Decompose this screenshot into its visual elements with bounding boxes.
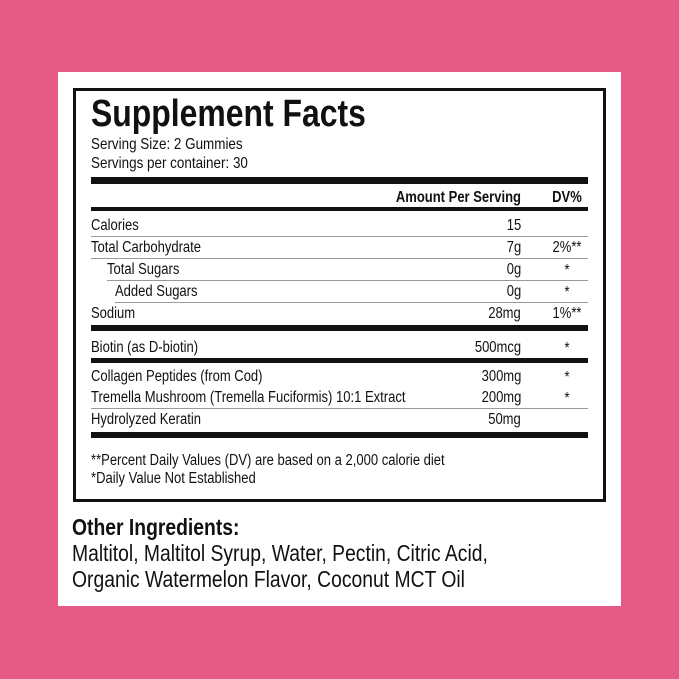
divider <box>91 207 588 211</box>
nutrient-label: Calories <box>91 217 139 234</box>
serving-size: Serving Size: 2 Gummies <box>91 136 243 153</box>
divider <box>115 302 588 303</box>
nutrient-label: Tremella Mushroom (Tremella Fuciformis) … <box>91 389 406 406</box>
nutrient-dv: * <box>564 369 570 386</box>
dv-header: DV% <box>552 189 582 206</box>
nutrient-amount: 0g <box>506 283 521 300</box>
other-ingredients-line: Organic Watermelon Flavor, Coconut MCT O… <box>72 566 465 592</box>
nutrient-label: Sodium <box>91 305 136 322</box>
divider <box>91 258 588 259</box>
nutrient-amount: 28mg <box>488 305 521 322</box>
footnote-not-established: *Daily Value Not Established <box>91 470 256 487</box>
page-title: Supplement Facts <box>91 93 366 135</box>
nutrient-label: Total Sugars <box>107 261 180 278</box>
nutrient-label: Hydrolyzed Keratin <box>91 411 202 428</box>
nutrient-dv: 2%** <box>552 239 582 256</box>
nutrient-amount: 500mcg <box>474 339 521 356</box>
divider <box>107 280 588 281</box>
nutrient-dv: * <box>564 262 570 279</box>
nutrient-dv: 1%** <box>552 305 582 322</box>
nutrient-amount: 200mg <box>481 389 521 406</box>
divider <box>91 177 588 184</box>
nutrient-label: Collagen Peptides (from Cod) <box>91 368 263 385</box>
servings-per-container: Servings per container: 30 <box>91 155 248 172</box>
divider <box>91 432 588 438</box>
nutrient-amount: 300mg <box>481 368 521 385</box>
divider <box>91 408 588 409</box>
nutrient-dv: * <box>564 390 570 407</box>
label-panel <box>58 72 621 606</box>
other-ingredients-heading: Other Ingredients: <box>72 514 240 540</box>
nutrient-dv: * <box>564 340 570 357</box>
amount-header: Amount Per Serving <box>395 189 521 206</box>
divider <box>91 236 588 237</box>
nutrient-amount: 7g <box>506 239 521 256</box>
other-ingredients-line: Maltitol, Maltitol Syrup, Water, Pectin,… <box>72 540 488 566</box>
footnote-dv: **Percent Daily Values (DV) are based on… <box>91 452 445 469</box>
nutrient-amount: 50mg <box>488 411 521 428</box>
nutrient-amount: 0g <box>506 261 521 278</box>
nutrient-amount: 15 <box>506 217 521 234</box>
nutrient-label: Biotin (as D-biotin) <box>91 339 199 356</box>
nutrient-label: Added Sugars <box>115 283 198 300</box>
supplement-facts-box <box>73 88 606 502</box>
nutrient-dv: * <box>564 284 570 301</box>
divider <box>91 358 588 363</box>
divider <box>91 325 588 331</box>
nutrient-label: Total Carbohydrate <box>91 239 202 256</box>
